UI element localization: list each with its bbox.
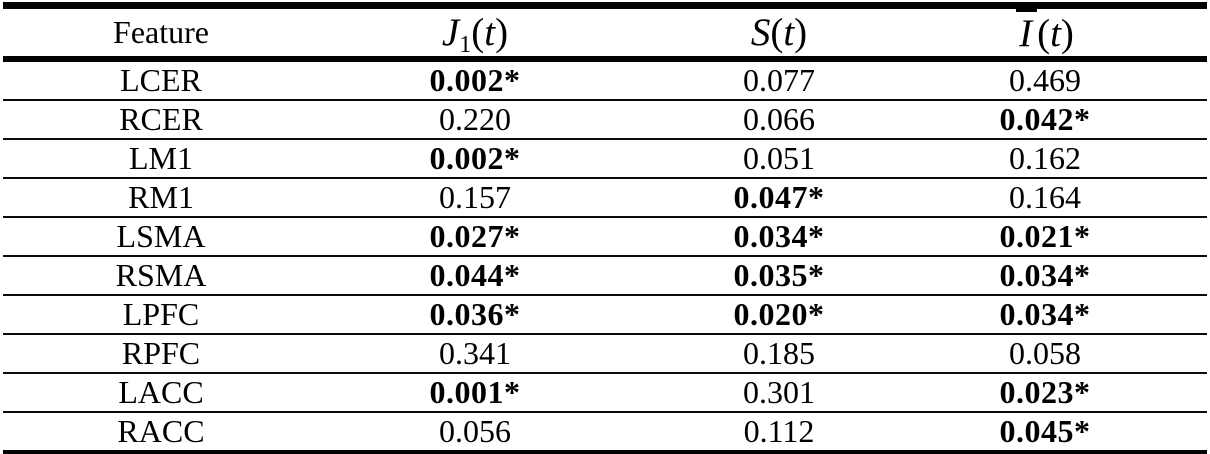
math-lparen: ( [471, 11, 485, 54]
math-arg-t: t [1050, 12, 1061, 55]
feature-cell: RACC [117, 413, 205, 449]
header-row: Feature J1(t) S(t) I (t) [3, 6, 1207, 60]
table-row: LPFC 0.036* 0.020* 0.034* [3, 295, 1207, 334]
p-value-cell: 0.020* [733, 296, 825, 332]
feature-cell: RPFC [121, 335, 201, 371]
feature-cell: LPFC [122, 296, 200, 332]
col-header-ibart: I (t) [927, 6, 1207, 60]
p-value-cell: 0.002* [429, 62, 521, 98]
p-value-cell: 0.027* [429, 218, 521, 254]
p-value-cell: 0.066 [743, 101, 815, 137]
p-value-cell: 0.035* [733, 257, 825, 293]
math-var-s: S [750, 11, 771, 54]
math-arg-t: t [783, 11, 795, 54]
p-value-cell: 0.220 [439, 101, 511, 137]
p-value-cell: 0.001* [429, 374, 521, 410]
p-value-cell: 0.034* [733, 218, 825, 254]
math-var-i-overbar: I [1016, 9, 1038, 53]
p-value-cell: 0.051 [743, 140, 815, 176]
table-row: RCER 0.220 0.066 0.042* [3, 100, 1207, 139]
feature-cell: LCER [120, 62, 202, 98]
p-value-cell: 0.056 [439, 413, 511, 449]
feature-cell: RSMA [115, 257, 207, 293]
p-value-cell: 0.058 [1009, 335, 1081, 371]
math-rparen: ) [794, 11, 808, 54]
p-value-cell: 0.157 [439, 179, 511, 215]
p-value-cell: 0.034* [999, 257, 1091, 293]
col-header-feature: Feature [113, 14, 209, 50]
math-lparen: ( [770, 11, 784, 54]
table-body: LCER 0.002* 0.077 0.469 RCER 0.220 0.066… [3, 59, 1207, 454]
math-var-j: J [441, 11, 460, 54]
p-value-cell: 0.301 [743, 374, 815, 410]
p-value-cell: 0.469 [1009, 62, 1081, 98]
p-value-cell: 0.042* [999, 101, 1091, 137]
math-subscript-1: 1 [459, 32, 472, 58]
p-value-cell: 0.112 [743, 413, 815, 449]
p-value-table: Feature J1(t) S(t) I (t) LCER 0.002* 0.07… [3, 2, 1207, 454]
feature-cell: RM1 [128, 179, 194, 215]
p-value-cell: 0.164 [1009, 179, 1081, 215]
p-value-cell: 0.002* [429, 140, 521, 176]
table-row: RSMA 0.044* 0.035* 0.034* [3, 256, 1207, 295]
p-value-cell: 0.044* [429, 257, 521, 293]
table-row: RACC 0.056 0.112 0.045* [3, 412, 1207, 454]
feature-cell: LSMA [116, 218, 206, 254]
table-row: LACC 0.001* 0.301 0.023* [3, 373, 1207, 412]
p-value-cell: 0.036* [429, 296, 521, 332]
math-arg-t: t [484, 11, 496, 54]
math-rparen: ) [495, 11, 509, 54]
p-value-cell: 0.077 [743, 62, 815, 98]
p-value-cell: 0.045* [999, 413, 1091, 449]
col-header-st: S(t) [631, 6, 927, 60]
p-value-cell: 0.162 [1009, 140, 1081, 176]
p-value-cell: 0.034* [999, 296, 1091, 332]
table-row: LCER 0.002* 0.077 0.469 [3, 59, 1207, 100]
feature-cell: RCER [119, 101, 203, 137]
col-header-j1t: J1(t) [319, 6, 631, 60]
p-value-cell: 0.023* [999, 374, 1091, 410]
p-value-cell: 0.185 [743, 335, 815, 371]
feature-cell: LACC [118, 374, 204, 410]
math-rparen: ) [1060, 12, 1074, 55]
table-row: RPFC 0.341 0.185 0.058 [3, 334, 1207, 373]
table-row: RM1 0.157 0.047* 0.164 [3, 178, 1207, 217]
feature-cell: LM1 [129, 140, 193, 176]
table-row: LSMA 0.027* 0.034* 0.021* [3, 217, 1207, 256]
table-row: LM1 0.002* 0.051 0.162 [3, 139, 1207, 178]
p-value-cell: 0.021* [999, 218, 1091, 254]
p-value-cell: 0.047* [733, 179, 825, 215]
p-value-cell: 0.341 [439, 335, 511, 371]
math-lparen: ( [1037, 12, 1051, 55]
